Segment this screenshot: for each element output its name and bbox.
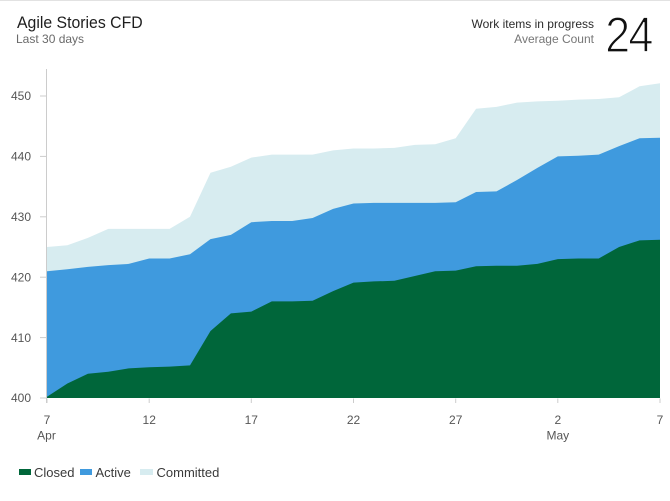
svg-text:May: May bbox=[546, 429, 569, 443]
svg-text:400: 400 bbox=[11, 391, 31, 405]
svg-text:7: 7 bbox=[657, 413, 664, 427]
svg-text:22: 22 bbox=[347, 413, 361, 427]
svg-text:2: 2 bbox=[554, 413, 561, 427]
svg-text:410: 410 bbox=[11, 331, 31, 345]
svg-text:440: 440 bbox=[11, 150, 31, 164]
svg-text:430: 430 bbox=[11, 210, 31, 224]
svg-text:27: 27 bbox=[449, 413, 463, 427]
svg-text:7: 7 bbox=[44, 413, 51, 427]
svg-text:420: 420 bbox=[11, 270, 31, 284]
svg-text:17: 17 bbox=[245, 413, 259, 427]
svg-text:12: 12 bbox=[143, 413, 157, 427]
svg-text:450: 450 bbox=[11, 89, 31, 103]
svg-text:Apr: Apr bbox=[37, 429, 56, 443]
